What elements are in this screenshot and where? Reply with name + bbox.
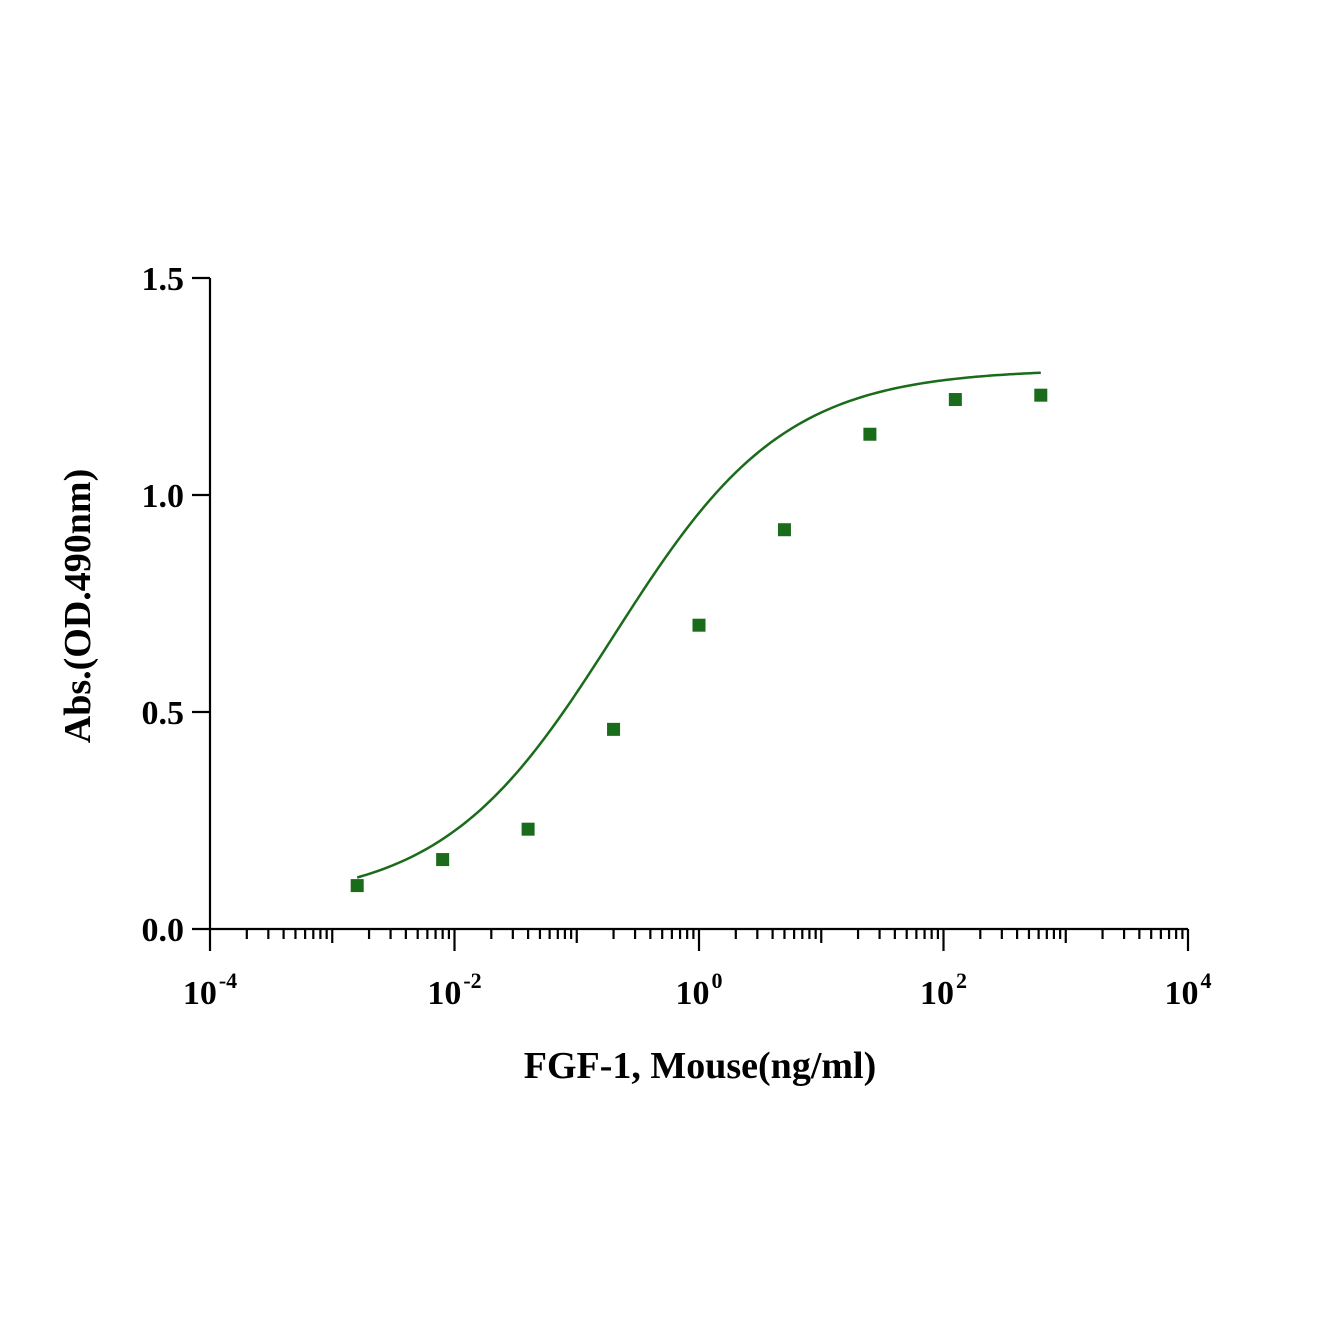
x-tick-label: 10-2 [427,968,481,1012]
x-tick-label: 104 [1165,968,1212,1012]
x-tick-label: 100 [676,968,723,1012]
fit-curve [356,371,1041,879]
y-tick-label: 0.5 [142,695,185,732]
fit-curve-layer [356,371,1041,879]
data-point [607,722,621,736]
data-point [777,523,791,537]
data-points-layer [350,388,1048,893]
data-point [863,427,877,441]
x-axis-title: FGF-1, Mouse(ng/ml) [524,1045,877,1087]
data-point [692,618,706,632]
y-tick-label: 1.5 [142,261,185,298]
y-axis-title: Abs.(OD.490nm) [57,469,99,743]
x-tick-label: 10-4 [183,968,237,1012]
data-point [350,879,364,893]
y-tick-label: 0.0 [142,912,185,949]
axes: 0.0 0.5 1.0 1.5 10-4 10-2 100 102 104 [142,261,1212,1012]
data-point [1034,388,1048,402]
data-point [948,393,962,407]
data-point [436,853,450,867]
x-tick-label: 102 [920,968,967,1012]
y-tick-label: 1.0 [142,478,185,515]
data-point [521,822,535,836]
